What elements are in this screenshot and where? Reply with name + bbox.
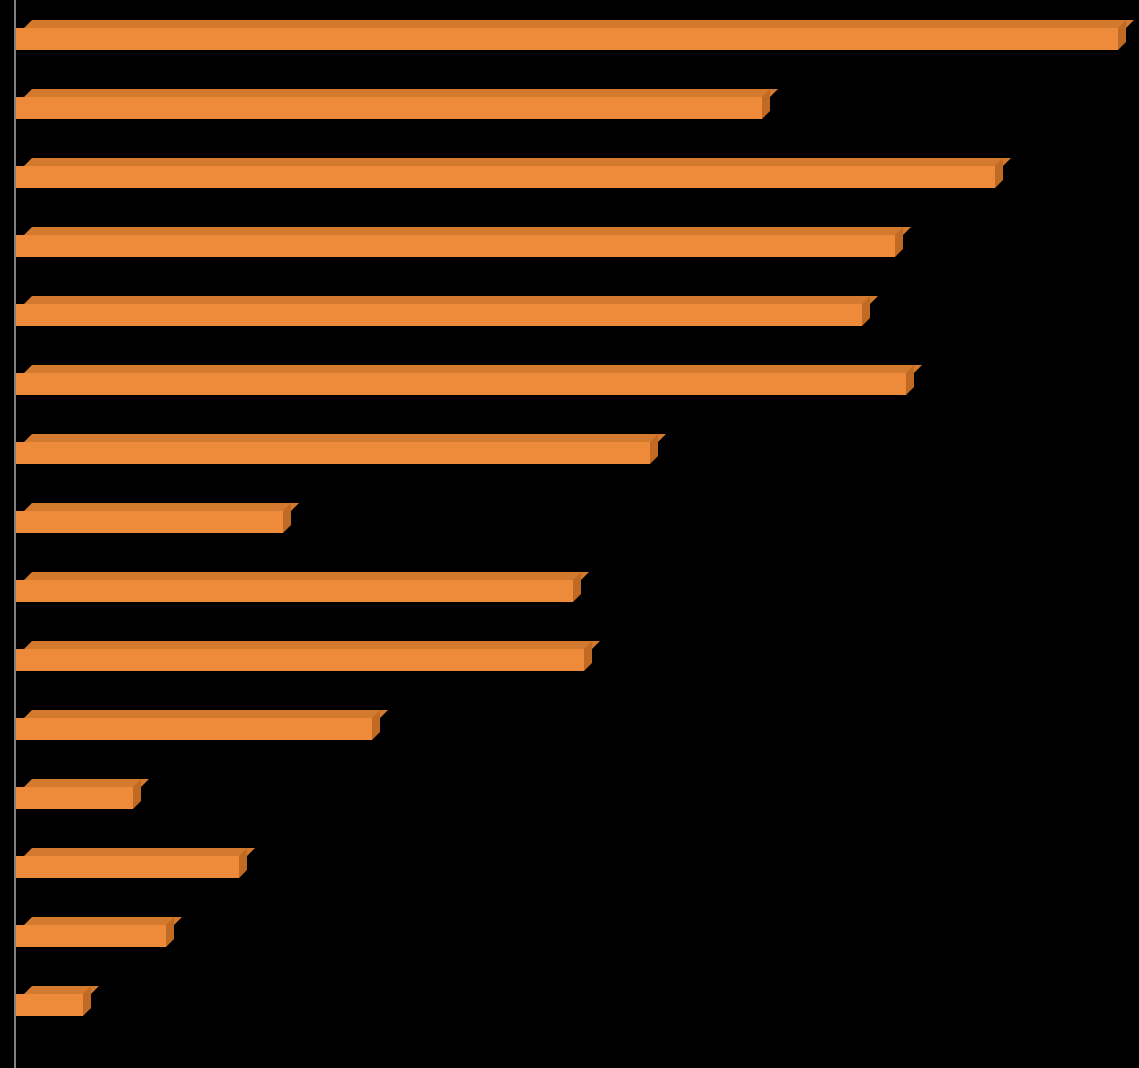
bar-front <box>16 373 906 395</box>
bar-front <box>16 649 584 671</box>
bar-front <box>16 856 239 878</box>
bar-row <box>16 710 1129 779</box>
bar-chart <box>14 0 1129 1068</box>
bar-front <box>16 304 862 326</box>
bar-front <box>16 235 895 257</box>
bar-front <box>16 787 133 809</box>
bar-front <box>16 580 573 602</box>
bar-top-face <box>24 917 182 925</box>
bar-row <box>16 227 1129 296</box>
bar <box>16 641 584 671</box>
bar-row <box>16 365 1129 434</box>
bar <box>16 20 1118 50</box>
bar-front <box>16 994 83 1016</box>
bar-top-face <box>24 641 600 649</box>
bar-top-face <box>24 434 666 442</box>
bar-row <box>16 986 1129 1055</box>
bar-front <box>16 97 762 119</box>
bar-top-face <box>24 296 878 304</box>
bar <box>16 296 862 326</box>
bar <box>16 917 166 947</box>
bar <box>16 572 573 602</box>
bar <box>16 365 906 395</box>
bar-front <box>16 166 995 188</box>
bar-front <box>16 718 372 740</box>
bar-row <box>16 848 1129 917</box>
bar-top-face <box>24 158 1011 166</box>
bar-side-face <box>995 158 1003 188</box>
bar-side-face <box>906 365 914 395</box>
bar-row <box>16 434 1129 503</box>
bar-top-face <box>24 503 299 511</box>
bar-top-face <box>24 365 922 373</box>
bars-area <box>16 20 1129 1060</box>
bar-row <box>16 572 1129 641</box>
bar <box>16 710 372 740</box>
bar-top-face <box>24 848 255 856</box>
bar-top-face <box>24 227 911 235</box>
bar <box>16 848 239 878</box>
bar <box>16 986 83 1016</box>
bar-front <box>16 925 166 947</box>
bar-row <box>16 641 1129 710</box>
bar <box>16 779 133 809</box>
bar-row <box>16 296 1129 365</box>
bar-front <box>16 511 283 533</box>
bar-front <box>16 28 1118 50</box>
bar <box>16 89 762 119</box>
bar-row <box>16 503 1129 572</box>
bar-top-face <box>24 710 388 718</box>
bar-side-face <box>650 434 658 464</box>
bar <box>16 227 895 257</box>
bar-row <box>16 917 1129 986</box>
bar-top-face <box>24 572 589 580</box>
bar-front <box>16 442 650 464</box>
bar-top-face <box>24 20 1134 28</box>
bar-row <box>16 779 1129 848</box>
bar-row <box>16 158 1129 227</box>
bar <box>16 434 650 464</box>
bar-top-face <box>24 779 149 787</box>
bar <box>16 158 995 188</box>
bar-top-face <box>24 89 778 97</box>
bar-row <box>16 89 1129 158</box>
bar-row <box>16 20 1129 89</box>
bar <box>16 503 283 533</box>
